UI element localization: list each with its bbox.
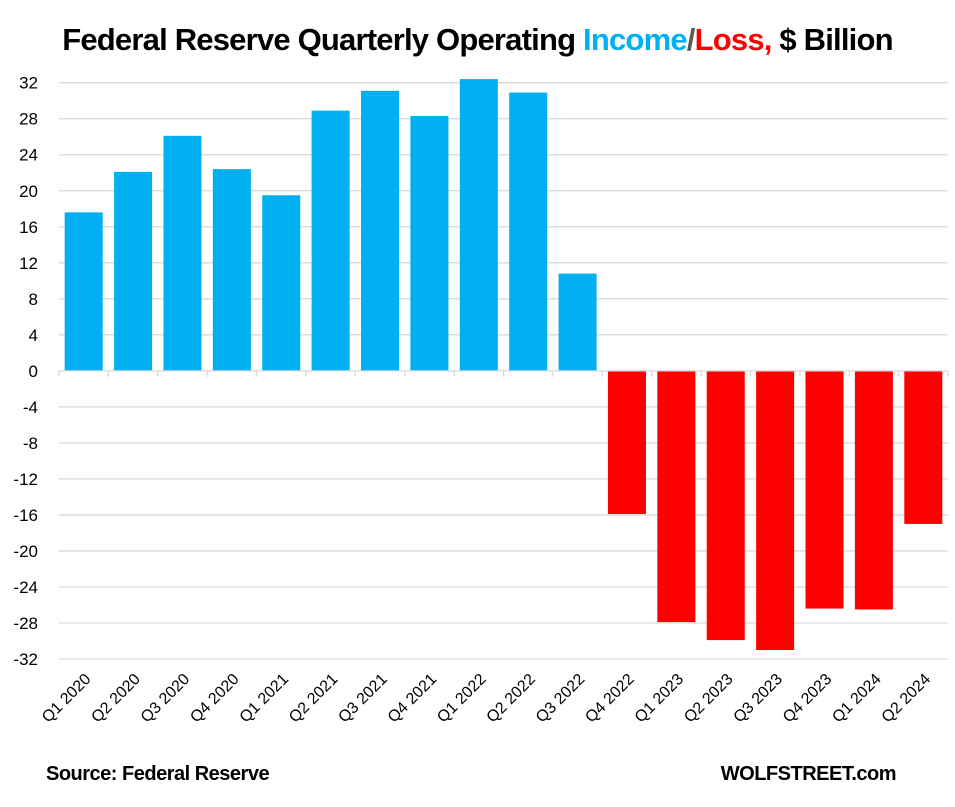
x-tick-label: Q3 2023 [731, 671, 786, 726]
title-part-income: Income [583, 22, 688, 57]
x-tick-label: Q1 2024 [829, 671, 884, 726]
bar-q1-2022 [459, 79, 498, 371]
x-tick-label: Q1 2020 [39, 671, 94, 726]
bar-q2-2021 [311, 110, 350, 371]
y-tick-label: 4 [29, 326, 38, 345]
bar-q2-2022 [509, 92, 548, 371]
bar-q1-2021 [262, 195, 301, 371]
bar-q2-2023 [706, 370, 745, 641]
y-tick-label: -20 [13, 542, 38, 561]
bar-q4-2022 [607, 370, 646, 515]
x-axis [58, 370, 949, 377]
x-tick-label: Q3 2020 [138, 671, 193, 726]
x-tick-label: Q3 2021 [335, 671, 390, 726]
title-part-slash: / [686, 22, 696, 57]
y-tick-label: -16 [13, 506, 38, 525]
brand-label: WOLFSTREET.com [720, 763, 897, 785]
bar-q3-2021 [361, 90, 400, 371]
y-tick-label: 32 [19, 74, 38, 93]
bar-q3-2020 [163, 135, 202, 371]
x-tick-label: Q2 2023 [681, 671, 736, 726]
bar-q3-2023 [756, 370, 795, 650]
y-tick-label: 28 [19, 110, 38, 129]
y-axis: 32 28 24 20 16 12 8 4 0 -4 -8 -12 -16 -20 -24 -28 -32 [13, 74, 38, 669]
y-tick-label: -12 [13, 470, 38, 489]
title-part-unit: $ Billion [771, 22, 893, 57]
x-tick-label: Q1 2023 [632, 671, 687, 726]
x-tick-label: Q4 2023 [780, 671, 835, 726]
x-tick-label: Q1 2021 [237, 671, 292, 726]
x-tick-label: Q2 2021 [286, 671, 341, 726]
bar-q4-2020 [212, 169, 251, 371]
chart-title: Federal Reserve Quarterly Operating Inco… [0, 22, 955, 58]
x-tick-label: Q2 2020 [88, 671, 143, 726]
x-tick-label: Q2 2024 [879, 671, 934, 726]
title-part-main: Federal Reserve Quarterly Operating [62, 22, 584, 57]
bar-q4-2021 [410, 116, 449, 371]
y-tick-label: 12 [19, 254, 38, 273]
bar-q1-2023 [657, 370, 696, 623]
x-tick-label: Q1 2022 [434, 671, 489, 726]
y-tick-label: -24 [13, 578, 38, 597]
bars [64, 79, 943, 650]
y-tick-label: 0 [29, 362, 38, 381]
y-tick-label: -28 [13, 614, 38, 633]
y-tick-label: 8 [29, 290, 38, 309]
bar-q2-2020 [114, 171, 153, 371]
bar-q3-2022 [558, 273, 597, 371]
y-tick-label: 16 [19, 218, 38, 237]
gridlines [59, 82, 948, 660]
bar-q4-2023 [805, 370, 844, 609]
y-tick-label: 20 [19, 182, 38, 201]
bar-q1-2020 [64, 212, 103, 371]
y-tick-label: -4 [23, 398, 38, 417]
x-tick-label: Q2 2022 [484, 671, 539, 726]
title-part-loss: Loss, [694, 22, 773, 57]
y-tick-label: -32 [13, 650, 38, 669]
x-tick-label: Q4 2021 [385, 671, 440, 726]
y-tick-label: 24 [19, 146, 38, 165]
bar-q2-2024 [904, 370, 943, 524]
x-tick-label: Q4 2020 [187, 671, 242, 726]
x-tick-label: Q4 2022 [582, 671, 637, 726]
bar-q1-2024 [854, 370, 893, 610]
x-tick-label: Q3 2022 [533, 671, 588, 726]
source-note: Source: Federal Reserve [46, 763, 270, 785]
y-tick-label: -8 [23, 434, 38, 453]
